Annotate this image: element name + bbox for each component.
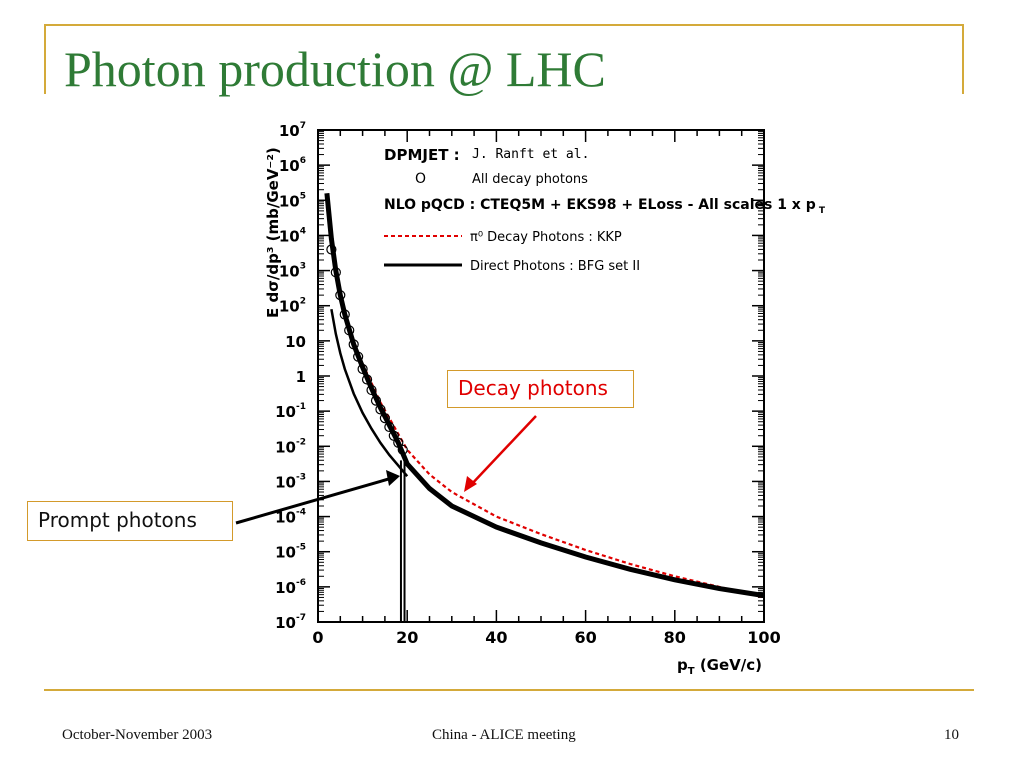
- y-tick-label: 10-4: [275, 508, 306, 527]
- data-point-circle: [361, 374, 373, 385]
- y-tick-label: 1: [296, 368, 306, 386]
- y-tick-label: 103: [279, 262, 306, 281]
- data-point-circle: [366, 384, 377, 396]
- bottom-rule: [44, 689, 974, 691]
- prompt-arrow-head: [386, 470, 400, 486]
- y-tick-label: 10: [285, 333, 306, 351]
- legend-kkp-label: π⁰ Decay Photons : KKP: [470, 230, 622, 245]
- y-tick-label: 10-6: [275, 578, 306, 597]
- y-tick-label: 10-1: [275, 402, 306, 421]
- x-tick-label: 0: [312, 628, 323, 647]
- legend-dpmjet-label: DPMJET :: [384, 146, 460, 164]
- decay-arrow-head: [464, 476, 477, 492]
- y-tick-label: 104: [279, 226, 306, 245]
- y-tick-label: 107: [279, 121, 306, 140]
- slide-title: Photon production @ LHC: [64, 41, 606, 97]
- series-direct-photons-bfg: [330, 308, 409, 478]
- data-point-circle: [335, 290, 346, 301]
- right-rule: [962, 24, 964, 94]
- legend-bfg-label: Direct Photons : BFG set II: [470, 259, 640, 274]
- y-axis-label: E dσ/dp³ (mb/GeV⁻²): [264, 147, 282, 318]
- x-tick-label: 60: [574, 628, 596, 647]
- data-point-circle: [330, 267, 341, 278]
- y-tick-label: 10-7: [275, 613, 306, 632]
- data-point-circle: [370, 395, 382, 406]
- y-tick-label: 102: [279, 297, 306, 316]
- x-axis-label: pT (GeV/c): [677, 656, 762, 677]
- y-tick-label: 105: [279, 191, 306, 210]
- legend-reference: J. Ranft et al.: [472, 147, 589, 162]
- footer-meeting: China - ALICE meeting: [432, 727, 576, 743]
- data-point-circle: [393, 437, 404, 448]
- data-point-circle: [348, 339, 359, 350]
- data-point-circle: [379, 413, 390, 424]
- data-point-circle: [388, 430, 399, 441]
- data-point-circle: [353, 351, 364, 362]
- footer-page-number: 10: [944, 727, 959, 743]
- y-tick-label: 10-5: [275, 543, 306, 562]
- y-tick-label: 106: [279, 156, 306, 175]
- decay-photons-callout: Decay photons: [447, 370, 634, 408]
- data-point-circle: [397, 444, 408, 455]
- series-all-decay-band: [324, 193, 765, 599]
- data-point-circle: [375, 404, 386, 415]
- legend-nlo-label: NLO pQCD : CTEQ5M + EKS98 + ELoss - All …: [384, 197, 826, 216]
- y-tick-label: 10-2: [275, 437, 306, 456]
- left-rule: [44, 24, 46, 94]
- prompt-photons-callout: Prompt photons: [27, 501, 233, 541]
- top-rule: [44, 24, 964, 26]
- y-tick-label: 10-3: [275, 472, 306, 491]
- x-tick-label: 20: [396, 628, 418, 647]
- legend-all-decay-label: All decay photons: [472, 172, 588, 187]
- decay-arrow-line: [468, 415, 537, 488]
- data-point-circle: [357, 363, 368, 375]
- x-tick-label: 80: [664, 628, 686, 647]
- x-tick-label: 100: [747, 628, 780, 647]
- footer-date: October-November 2003: [62, 727, 213, 743]
- data-point-circle: [339, 309, 350, 320]
- data-point-circle: [344, 325, 355, 336]
- data-point-circle: [326, 244, 337, 255]
- data-point-circle: [384, 421, 395, 433]
- prompt-arrow-line: [235, 476, 393, 525]
- x-tick-label: 40: [485, 628, 507, 647]
- legend-circle-marker: O: [415, 171, 426, 187]
